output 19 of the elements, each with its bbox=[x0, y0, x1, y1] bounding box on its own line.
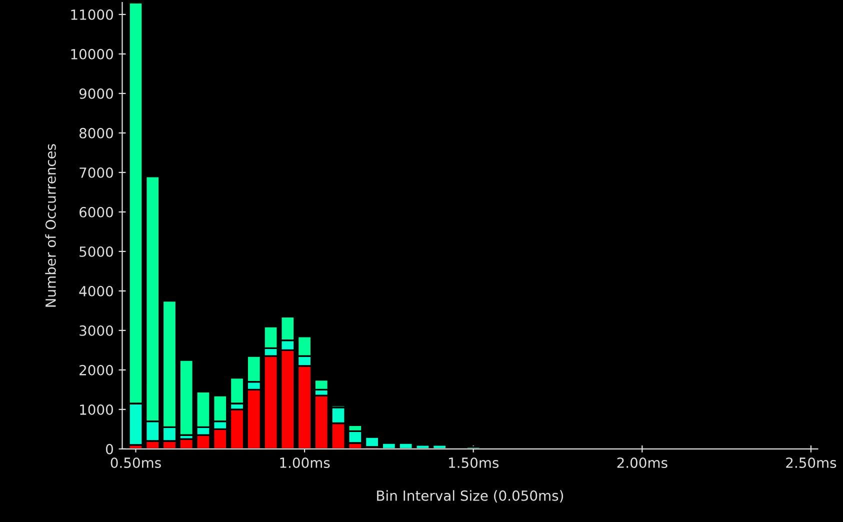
x-tick-label: 1.00ms bbox=[280, 458, 330, 468]
y-tick-label: 8000 bbox=[79, 128, 113, 138]
x-tick-label: 0.50ms bbox=[110, 458, 161, 468]
y-tick-label: 1000 bbox=[80, 404, 113, 415]
y-tick-label: 7000 bbox=[80, 167, 113, 178]
y-tick-label: 0 bbox=[106, 444, 113, 454]
y-axis-title: Number of Occurrences bbox=[45, 144, 56, 307]
y-tick-label: 11000 bbox=[71, 9, 113, 20]
x-tick-label: 2.50ms bbox=[786, 458, 836, 468]
x-axis-title: Bin Interval Size (0.050ms) bbox=[377, 490, 564, 503]
x-tick-label: 1.50ms bbox=[449, 458, 499, 468]
y-tick-label: 6000 bbox=[80, 206, 113, 218]
y-tick-label: 2000 bbox=[80, 364, 113, 376]
y-tick-label: 9000 bbox=[79, 88, 113, 99]
y-tick-label: 4000 bbox=[79, 286, 113, 296]
y-tick-label: 5000 bbox=[80, 246, 113, 257]
y-tick-label: 3000 bbox=[80, 325, 113, 336]
x-tick-label: 2.00ms bbox=[617, 458, 668, 468]
y-tick-label: 10000 bbox=[71, 48, 113, 60]
